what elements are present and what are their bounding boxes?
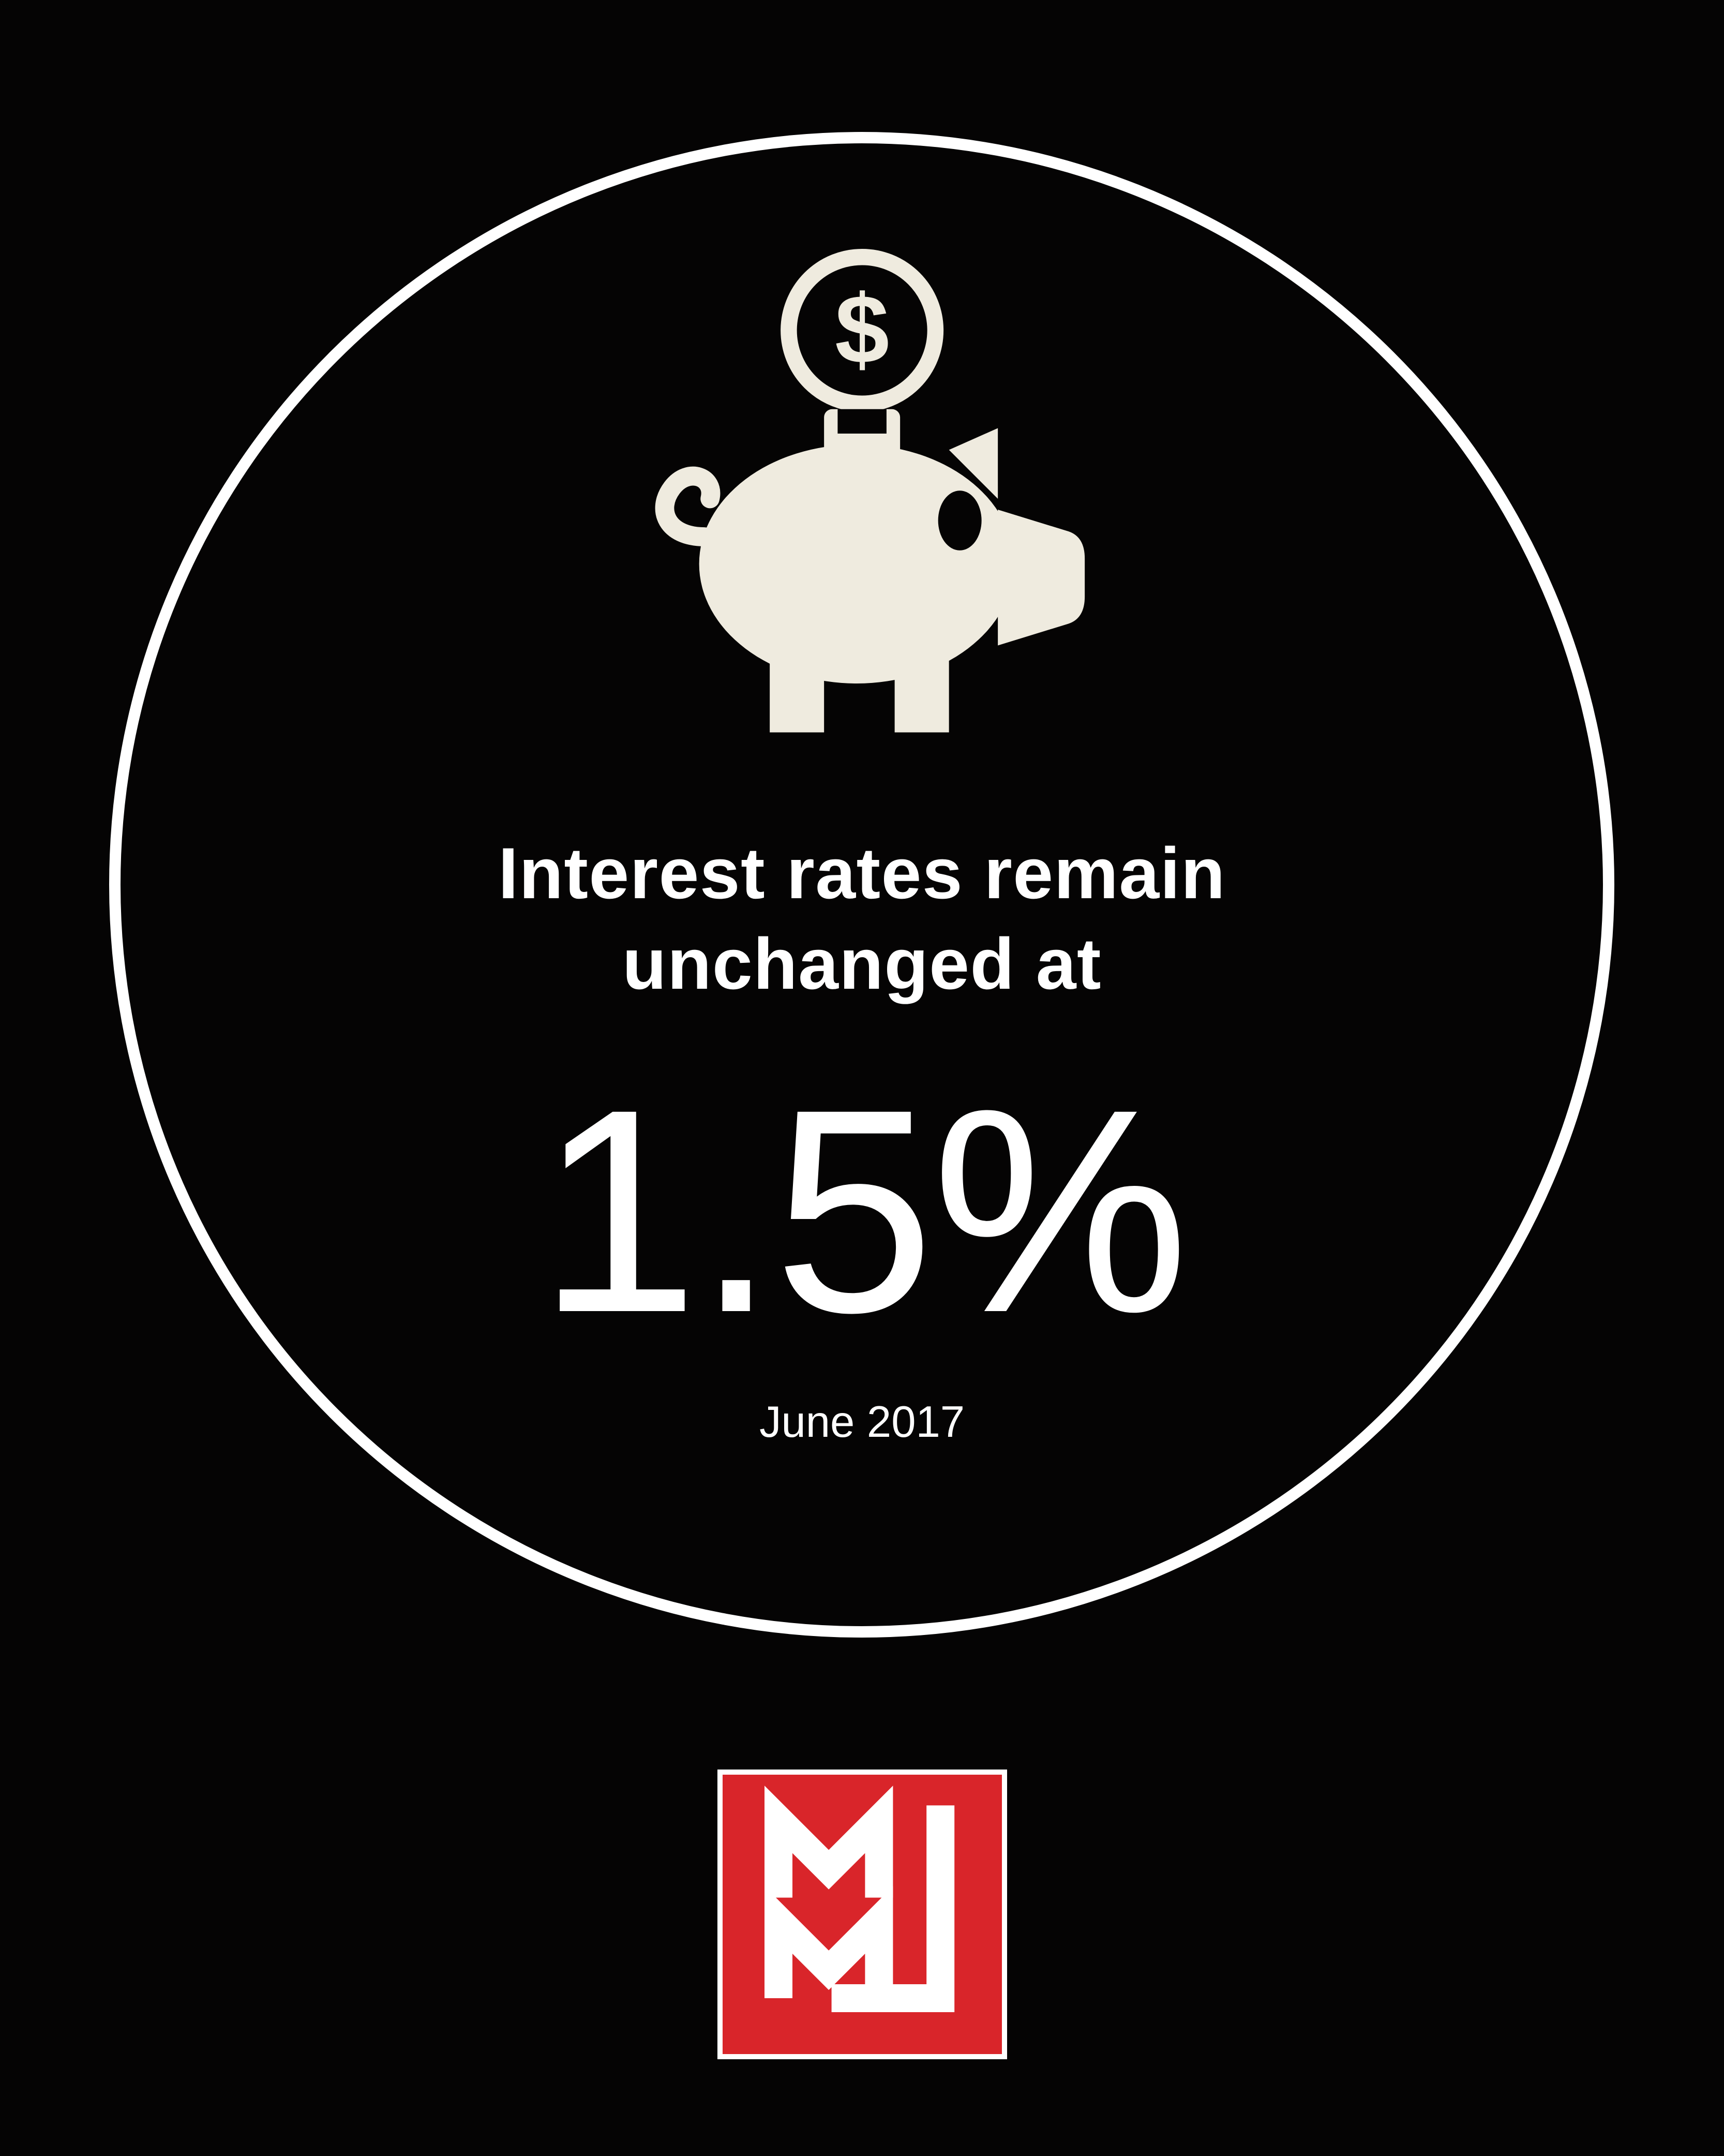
rate-value: 1.5% [537, 1066, 1186, 1356]
headline-line-1: Interest rates remain [498, 828, 1226, 918]
piggy-bank-dollar-icon: $ [591, 238, 1134, 781]
mmj-logo [717, 1770, 1007, 2059]
headline-line-2: unchanged at [498, 918, 1226, 1009]
headline: Interest rates remain unchanged at [498, 828, 1226, 1009]
infographic-canvas: $ [0, 0, 1724, 2156]
content-column: $ [498, 238, 1226, 1448]
date-label: June 2017 [759, 1397, 965, 1448]
svg-text:$: $ [835, 275, 889, 384]
